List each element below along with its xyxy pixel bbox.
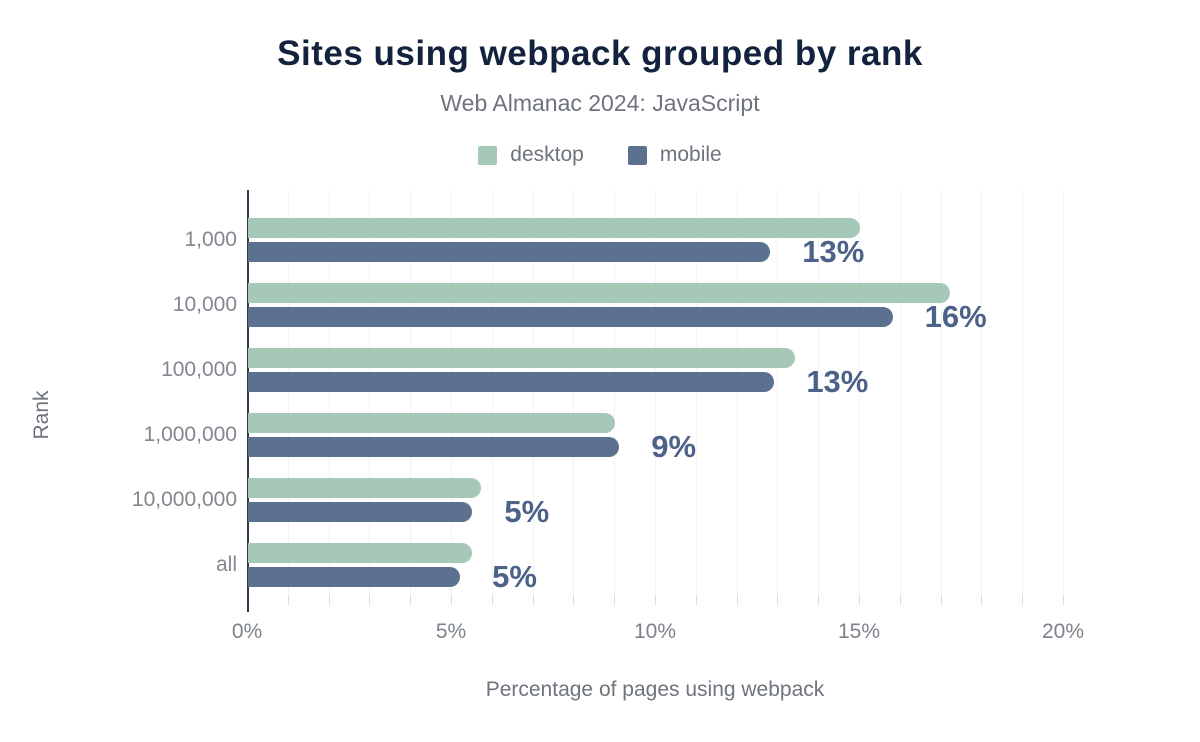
axis-tick-3pct — [369, 596, 371, 605]
legend-label-desktop: desktop — [510, 143, 584, 166]
gridline-16pct — [899, 190, 901, 596]
gridline-20pct — [1063, 190, 1064, 596]
x-axis-title: Percentage of pages using webpack — [485, 678, 825, 701]
data-label-6: 5% — [492, 559, 537, 594]
bar-desktop-3 — [248, 347, 795, 368]
x-tick-label-5%: 5% — [435, 620, 467, 643]
axis-tick-2pct — [328, 596, 330, 605]
legend: desktop mobile — [0, 143, 1200, 167]
y-axis-title: Rank — [30, 390, 53, 440]
legend-label-mobile: mobile — [659, 143, 722, 166]
gridline-18pct — [981, 190, 983, 596]
y-category-label: 1,000 — [184, 227, 237, 251]
axis-tick-6pct — [491, 596, 493, 605]
axis-tick-16pct — [899, 596, 901, 605]
axis-tick-17pct — [940, 596, 942, 605]
y-category-label: all — [215, 553, 237, 576]
bar-mobile-6 — [248, 567, 461, 587]
gridline-11pct — [695, 190, 697, 596]
gridline-7pct — [532, 190, 534, 596]
bar-desktop-5 — [248, 477, 481, 498]
axis-tick-7pct — [532, 596, 534, 605]
data-label-4: 9% — [651, 428, 697, 464]
y-category-label: 10,000,000 — [131, 487, 237, 511]
legend-item-desktop: desktop — [478, 143, 584, 167]
legend-item-mobile: mobile — [627, 143, 722, 167]
gridline-4pct — [410, 190, 412, 596]
gridline-15pct — [859, 190, 860, 596]
axis-tick-1pct — [287, 596, 289, 605]
gridline-8pct — [573, 190, 575, 596]
chart-title: Sites using webpack grouped by rank — [277, 34, 923, 73]
data-label-2: 16% — [924, 298, 987, 334]
gridline-6pct — [491, 190, 493, 596]
y-axis-line — [247, 190, 249, 612]
x-tick-label-15%: 15% — [837, 620, 881, 643]
axis-tick-9pct — [614, 596, 616, 605]
gridline-19pct — [1022, 190, 1024, 596]
bar-mobile-2 — [248, 306, 893, 327]
gridline-5pct — [451, 190, 452, 596]
x-tick-label-0%: 0% — [231, 620, 263, 643]
axis-tick-14pct — [818, 596, 820, 605]
data-label-5: 5% — [504, 493, 550, 529]
axis-tick-11pct — [695, 596, 697, 605]
legend-swatch-mobile — [627, 145, 647, 165]
chart-subtitle: Web Almanac 2024: JavaScript — [440, 90, 760, 116]
gridline-2pct — [328, 190, 330, 596]
gridline-14pct — [818, 190, 820, 596]
gridline-10pct — [655, 190, 656, 596]
y-category-label: 10,000 — [172, 292, 237, 316]
y-category-label: 100,000 — [161, 357, 237, 381]
bar-desktop-1 — [248, 217, 860, 238]
axis-tick-12pct — [736, 596, 738, 605]
axis-tick-15pct — [859, 596, 860, 605]
axis-tick-18pct — [981, 596, 983, 605]
bar-mobile-5 — [248, 501, 473, 522]
gridline-13pct — [777, 190, 779, 596]
axis-tick-4pct — [410, 596, 412, 605]
data-label-3: 13% — [806, 363, 869, 399]
axis-tick-13pct — [777, 596, 779, 605]
gridline-1pct — [287, 190, 289, 596]
data-label-1: 13% — [802, 233, 865, 269]
axis-tick-19pct — [1022, 596, 1024, 605]
bar-desktop-2 — [248, 282, 950, 303]
gridline-12pct — [736, 190, 738, 596]
bar-mobile-4 — [248, 436, 620, 457]
x-tick-label-10%: 10% — [633, 620, 677, 643]
y-category-label: 1,000,000 — [143, 422, 237, 446]
bar-mobile-1 — [248, 241, 771, 262]
gridline-17pct — [940, 190, 942, 596]
legend-swatch-desktop — [478, 145, 498, 165]
axis-tick-8pct — [573, 596, 575, 605]
bar-mobile-3 — [248, 371, 775, 392]
bar-desktop-4 — [248, 412, 616, 433]
axis-tick-5pct — [451, 596, 452, 605]
axis-tick-10pct — [655, 596, 656, 605]
x-tick-label-20%: 20% — [1041, 620, 1085, 643]
gridline-3pct — [369, 190, 371, 596]
axis-tick-20pct — [1063, 596, 1064, 605]
bar-desktop-6 — [248, 543, 473, 563]
gridline-9pct — [614, 190, 616, 596]
